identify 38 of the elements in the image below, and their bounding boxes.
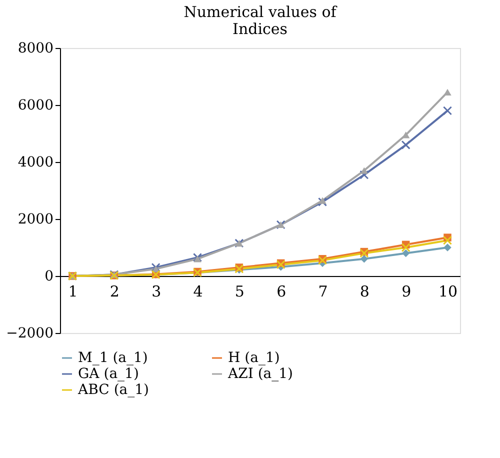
x-tick-label: 3 [152,282,162,300]
point [401,242,410,252]
legend-label: H (a_1) [228,350,280,366]
point [151,262,160,272]
text: Indices [232,20,288,38]
x-tick-label: 2 [110,282,120,300]
x-tick-label: 5 [234,282,244,300]
point [360,255,368,263]
text: Numerical values of [184,3,336,21]
point [192,252,202,262]
point [360,170,369,180]
y-tick-label: 8000 [18,40,54,56]
point [194,256,202,262]
point [444,88,452,96]
y-tick-label: 4000 [18,154,54,170]
x-tick-label: 4 [193,282,203,300]
x-tick-label: 6 [276,282,286,300]
x-tick-label: 10 [438,282,458,300]
x-tick-label: 1 [68,282,78,300]
x-tick-label: 8 [360,282,370,300]
point [444,244,452,252]
x-tick-label: 9 [402,282,412,300]
legend-label: AZI (a_1) [227,366,293,382]
point [442,236,452,245]
legend-label: ABC (a_1) [77,382,149,398]
point [360,167,368,174]
point [402,249,410,258]
y-tick-label: 6000 [18,98,54,114]
y-tick-label: 0 [44,268,54,284]
point [318,197,326,204]
legend-label: GA (a_1) [78,366,139,382]
point [442,106,452,116]
legend-label: M_1 (a_1) [78,350,148,366]
y-tick-label: −2000 [6,326,54,342]
x-tick-label: 7 [318,282,328,300]
point [401,140,410,150]
y-tick-label: 2000 [18,212,54,228]
point [318,197,328,206]
